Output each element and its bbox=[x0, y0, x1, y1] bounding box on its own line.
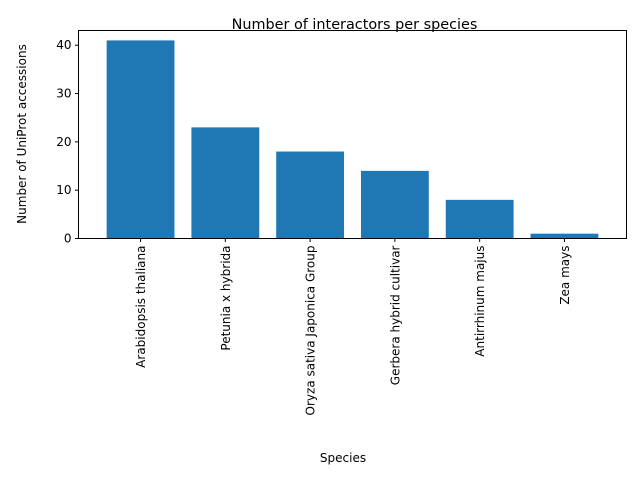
x-tick-label-1: Petunia x hybrida bbox=[219, 246, 233, 351]
x-tick-label-2: Oryza sativa Japonica Group bbox=[304, 246, 318, 416]
y-tick-label-3: 30 bbox=[56, 87, 71, 101]
bar-1 bbox=[191, 127, 260, 239]
x-tick-label-4: Antirrhinum majus bbox=[473, 246, 487, 357]
y-tick-label-4: 40 bbox=[56, 38, 71, 52]
x-tick-label-5: Zea mays bbox=[558, 246, 572, 305]
x-tick-label-3: Gerbera hybrid cultivar bbox=[388, 245, 402, 385]
x-tick-label-0: Arabidopsis thaliana bbox=[134, 246, 148, 368]
y-axis-ticks: 0 10 20 30 40 bbox=[56, 38, 79, 246]
bar-5 bbox=[530, 233, 599, 239]
y-tick-label-1: 10 bbox=[56, 183, 71, 197]
bar-4 bbox=[445, 199, 514, 239]
bar-3 bbox=[360, 170, 429, 239]
plot-frame bbox=[78, 30, 627, 239]
bar-0 bbox=[106, 40, 175, 239]
bar-2 bbox=[276, 151, 345, 239]
y-tick-label-2: 20 bbox=[56, 135, 71, 149]
chart-title: Number of interactors per species bbox=[232, 17, 478, 33]
y-tick-label-0: 0 bbox=[64, 232, 72, 246]
y-axis-label: Number of UniProt accessions bbox=[15, 44, 29, 224]
bars-group bbox=[106, 40, 599, 239]
x-axis-label: Species bbox=[320, 451, 366, 465]
x-axis-ticks: Arabidopsis thaliana Petunia x hybrida Ory… bbox=[134, 238, 572, 416]
